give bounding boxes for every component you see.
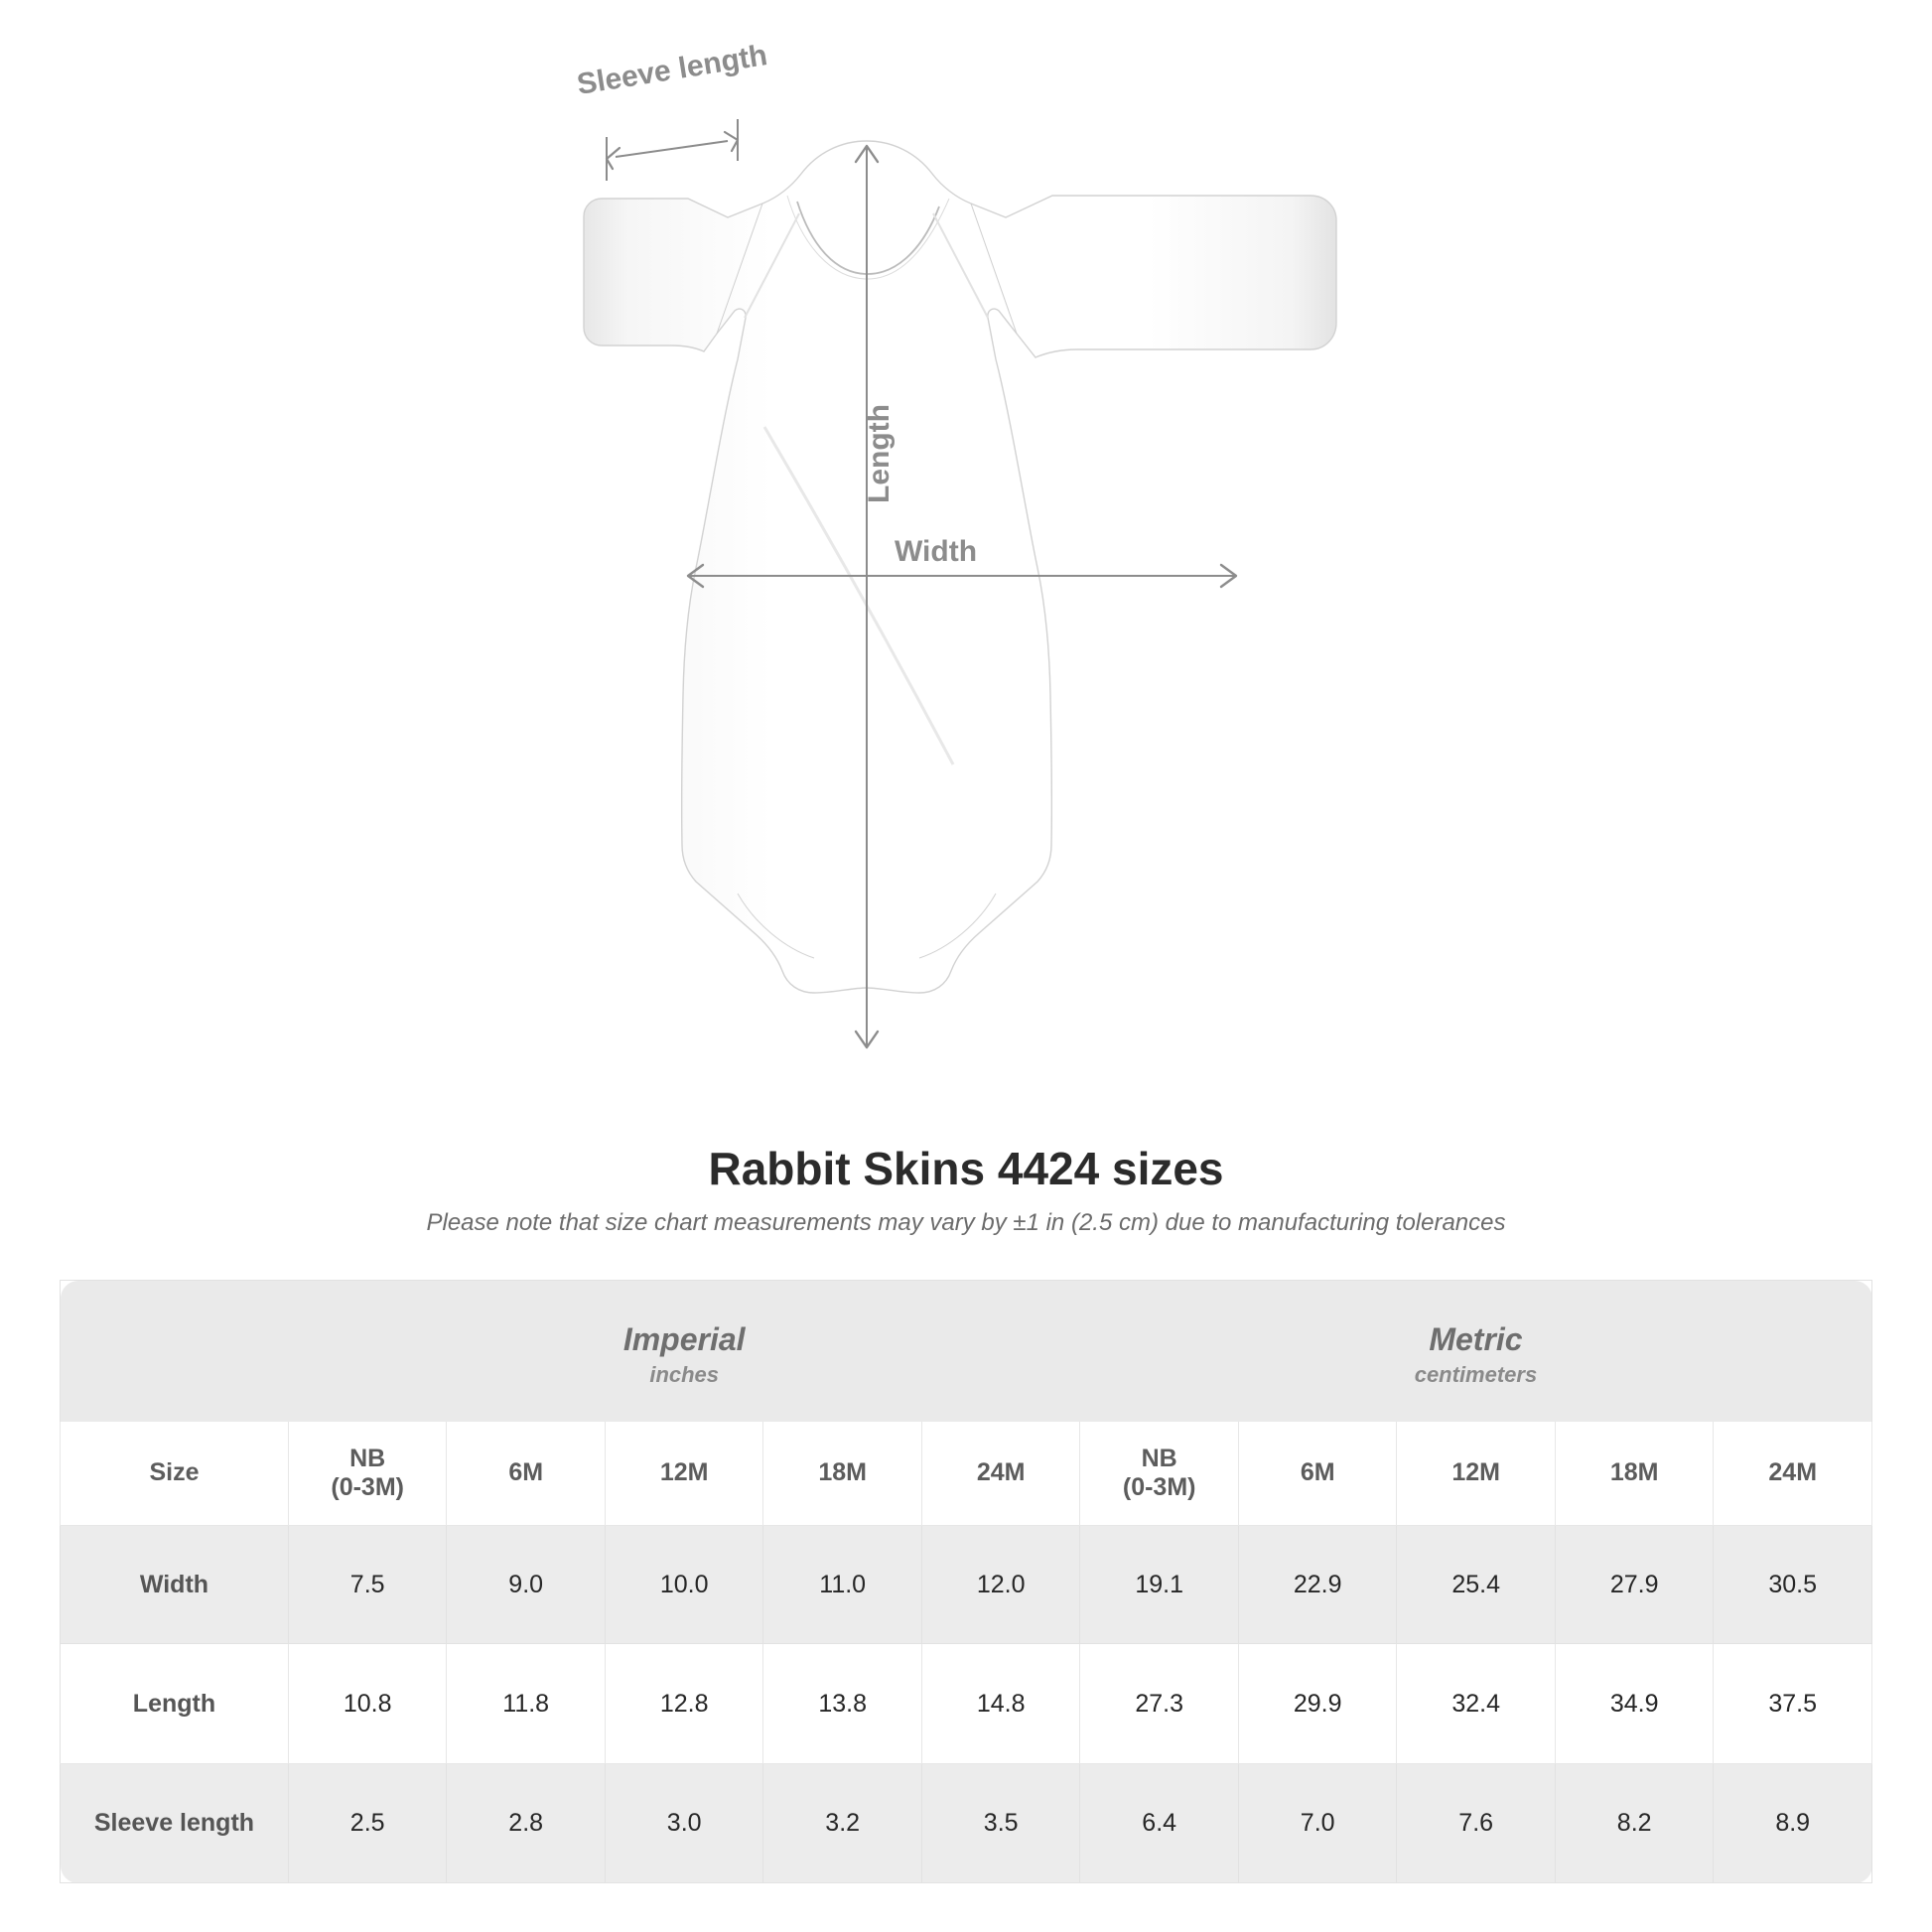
svg-text:Length: Length: [863, 404, 896, 503]
svg-text:Sleeve length: Sleeve length: [575, 39, 769, 101]
svg-text:Width: Width: [895, 535, 977, 568]
